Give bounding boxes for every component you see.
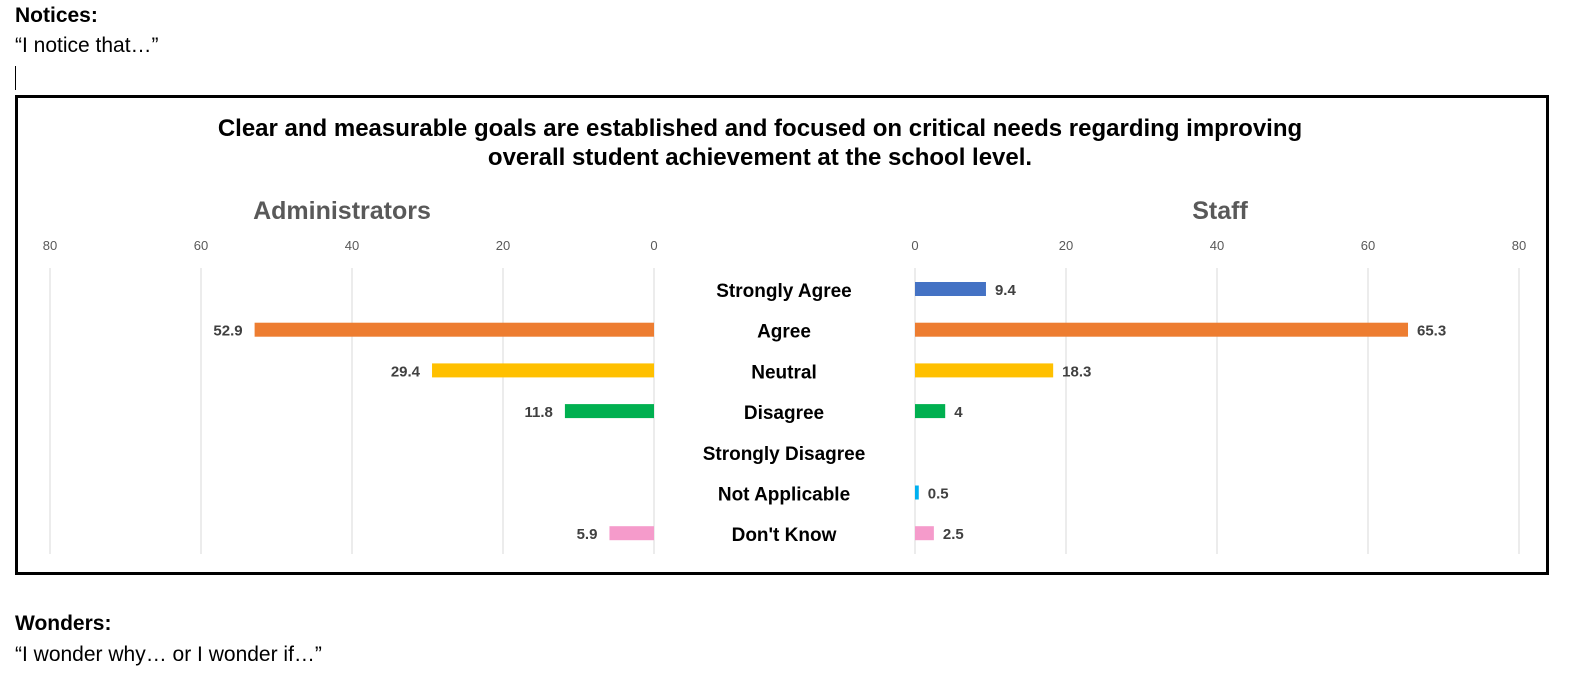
tick-label-staff: 0 bbox=[911, 238, 918, 253]
bar-staff bbox=[915, 485, 919, 500]
bar-admin bbox=[564, 404, 654, 419]
chart-title-line-2: overall student achievement at the schoo… bbox=[488, 144, 1032, 171]
tick-label-admin: 0 bbox=[650, 238, 657, 253]
category-label: Strongly Agree bbox=[716, 281, 852, 302]
bar-staff bbox=[915, 404, 946, 419]
category-label: Disagree bbox=[744, 403, 824, 424]
data-label-staff: 65.3 bbox=[1417, 323, 1446, 340]
bar-admin bbox=[609, 526, 654, 541]
data-label-staff: 4 bbox=[954, 404, 963, 421]
bar-staff bbox=[915, 363, 1054, 378]
tick-label-staff: 60 bbox=[1361, 238, 1375, 253]
wonders-prompt[interactable]: “I wonder why… or I wonder if…” bbox=[15, 643, 322, 666]
data-label-staff: 18.3 bbox=[1062, 363, 1091, 380]
data-label-admin: 29.4 bbox=[391, 363, 421, 380]
data-label-admin: 52.9 bbox=[213, 323, 242, 340]
category-label: Agree bbox=[757, 322, 811, 343]
tick-label-admin: 80 bbox=[43, 238, 57, 253]
chart-frame: Clear and measurable goals are establish… bbox=[15, 95, 1549, 575]
bar-staff bbox=[915, 322, 1409, 337]
tick-label-staff: 40 bbox=[1210, 238, 1224, 253]
data-label-admin: 5.9 bbox=[577, 526, 598, 543]
chart-title-line-1: Clear and measurable goals are establish… bbox=[218, 115, 1302, 142]
category-label: Neutral bbox=[751, 362, 816, 383]
category-label: Don't Know bbox=[732, 525, 837, 546]
bar-staff bbox=[915, 282, 986, 296]
bar-staff bbox=[915, 526, 934, 541]
category-label: Strongly Disagree bbox=[703, 444, 866, 465]
chart-svg: Clear and measurable goals are establish… bbox=[43, 115, 1526, 554]
bar-admin bbox=[432, 363, 654, 378]
notices-heading: Notices: bbox=[15, 4, 98, 27]
tick-label-admin: 60 bbox=[194, 238, 208, 253]
notices-prompt[interactable]: “I notice that…” bbox=[15, 34, 159, 57]
category-label: Not Applicable bbox=[718, 485, 850, 506]
tick-label-admin: 40 bbox=[345, 238, 359, 253]
panel-title-administrators: Administrators bbox=[253, 197, 431, 225]
tick-label-admin: 20 bbox=[496, 238, 510, 253]
tick-label-staff: 80 bbox=[1512, 238, 1526, 253]
data-label-admin: 11.8 bbox=[525, 404, 553, 421]
tick-label-staff: 20 bbox=[1059, 238, 1073, 253]
text-cursor bbox=[15, 66, 16, 90]
data-label-staff: 9.4 bbox=[995, 282, 1017, 299]
wonders-heading: Wonders: bbox=[15, 612, 112, 635]
bar-admin bbox=[254, 322, 655, 337]
data-label-staff: 0.5 bbox=[928, 486, 949, 503]
data-label-staff: 2.5 bbox=[943, 526, 964, 543]
panel-title-staff: Staff bbox=[1192, 197, 1248, 225]
